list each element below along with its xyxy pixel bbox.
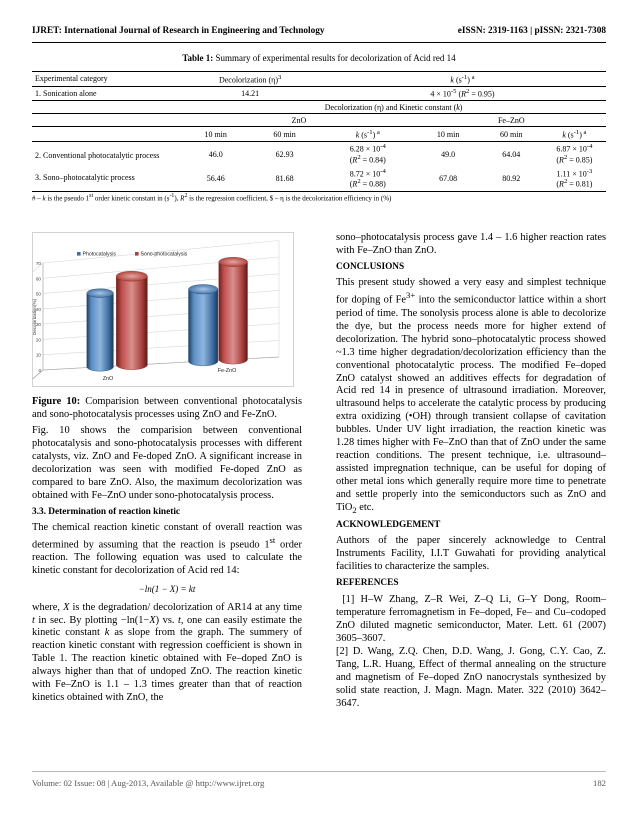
svg-text:50: 50 [36, 292, 42, 297]
svg-text:60: 60 [36, 276, 42, 281]
svg-text:Fe-ZnO: Fe-ZnO [218, 368, 237, 374]
svg-text:10: 10 [36, 353, 42, 358]
svg-text:ZnO: ZnO [103, 376, 113, 382]
svg-text:70: 70 [36, 261, 42, 266]
svg-text:Photocatalysis: Photocatalysis [83, 252, 117, 258]
svg-text:0: 0 [38, 368, 41, 373]
svg-text:Decolorization(%): Decolorization(%) [32, 298, 37, 335]
svg-text:20: 20 [36, 337, 42, 342]
svg-text:Sono-photocatalysis: Sono-photocatalysis [141, 252, 188, 258]
